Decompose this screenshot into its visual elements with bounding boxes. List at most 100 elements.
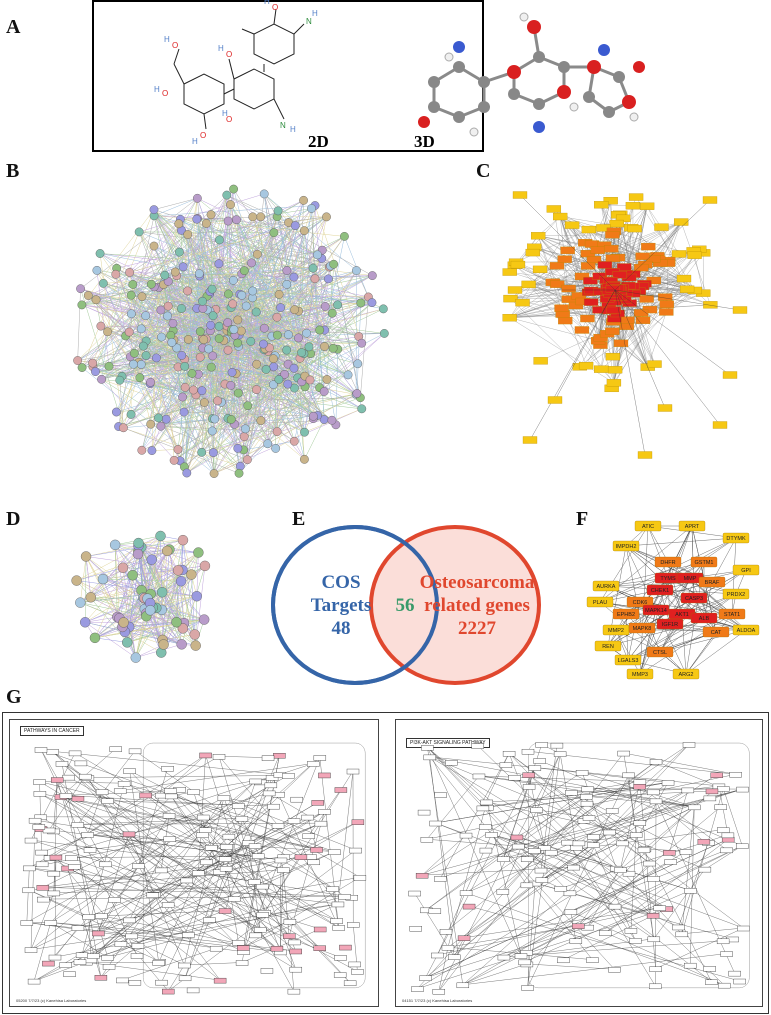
kegg-gene-box xyxy=(633,820,647,826)
network-node xyxy=(129,348,139,358)
network-node xyxy=(126,290,136,300)
network-node xyxy=(289,363,299,373)
network-node xyxy=(177,351,187,360)
kegg-gene-box xyxy=(672,924,685,931)
molecule-2d-structure: O H O H N H N H O H O H O H O H xyxy=(154,0,318,146)
kegg-gene-box xyxy=(102,964,116,970)
network-node xyxy=(88,358,98,368)
kegg-right-title: PI3K-AKT SIGNALING PATHWAY xyxy=(406,738,490,748)
svg-text:CASP3: CASP3 xyxy=(685,596,703,602)
kegg-gene-box xyxy=(521,985,534,991)
kegg-gene-box xyxy=(59,962,72,968)
kegg-gene-box xyxy=(82,914,95,920)
svg-text:N: N xyxy=(306,17,312,26)
kegg-gene-box xyxy=(63,971,76,977)
network-node xyxy=(118,617,129,628)
kegg-gene-box xyxy=(254,927,267,933)
kegg-left-footer: 05200 7/7/23 (c) Kanehisa Laboratories xyxy=(16,998,87,1003)
kegg-gene-box xyxy=(232,940,245,946)
network-node xyxy=(302,328,311,338)
network-node xyxy=(163,301,173,311)
kegg-gene-box xyxy=(235,960,249,966)
kegg-gene-box xyxy=(310,847,323,853)
network-node xyxy=(109,539,121,551)
kegg-gene-box xyxy=(289,948,302,955)
network-node xyxy=(207,426,217,436)
kegg-gene-box xyxy=(580,794,593,800)
network-node xyxy=(352,389,362,398)
network-node xyxy=(214,259,224,269)
kegg-gene-box xyxy=(419,975,432,981)
kegg-gene-box xyxy=(161,902,175,908)
network-node xyxy=(251,307,261,317)
kegg-gene-box xyxy=(421,745,434,751)
network-node xyxy=(283,379,293,389)
kegg-gene-box xyxy=(508,774,521,781)
svg-text:H: H xyxy=(218,44,224,53)
svg-text:ATIC: ATIC xyxy=(642,524,654,530)
network-node xyxy=(261,364,271,374)
hub-gene-node: MAPK14 xyxy=(642,604,670,616)
network-node xyxy=(229,184,239,194)
network-node xyxy=(553,212,568,221)
kegg-gene-box xyxy=(314,820,328,827)
network-node xyxy=(136,360,146,369)
kegg-gene-box xyxy=(721,832,735,839)
kegg-gene-box xyxy=(122,831,136,838)
network-node xyxy=(206,210,216,220)
svg-text:GSTM1: GSTM1 xyxy=(695,560,714,566)
kegg-gene-box xyxy=(608,967,621,973)
network-node xyxy=(178,392,187,402)
network-node xyxy=(590,246,605,254)
network-node xyxy=(503,294,518,303)
kegg-gene-box xyxy=(222,833,236,840)
network-node xyxy=(557,255,572,263)
kegg-gene-box xyxy=(332,925,345,931)
kegg-gene-box xyxy=(431,952,444,959)
kegg-gene-box xyxy=(302,833,315,839)
network-node xyxy=(183,230,193,239)
network-node xyxy=(89,632,101,644)
kegg-map-pathways-in-cancer: PATHWAYS IN CANCER 05200 7/7/23 (c) Kane… xyxy=(9,719,379,1007)
network-node xyxy=(273,206,283,216)
svg-text:APRT: APRT xyxy=(685,524,700,530)
network-node xyxy=(549,262,565,270)
network-node xyxy=(320,302,330,311)
network-node xyxy=(584,240,600,248)
network-node xyxy=(510,260,526,269)
network-node xyxy=(146,554,157,565)
network-node xyxy=(233,315,243,325)
network-node xyxy=(561,284,576,293)
network-node xyxy=(183,286,193,296)
svg-text:AURKA: AURKA xyxy=(597,584,616,590)
network-node xyxy=(578,362,594,370)
molecule-3d-structure xyxy=(418,12,645,137)
kegg-gene-box xyxy=(622,772,635,779)
kegg-gene-box xyxy=(212,754,226,760)
kegg-gene-box xyxy=(132,863,145,869)
kegg-gene-box xyxy=(339,944,352,951)
kegg-gene-box xyxy=(649,759,663,765)
network-node xyxy=(533,357,548,365)
network-node xyxy=(179,407,189,417)
network-node xyxy=(95,249,105,258)
kegg-gene-box xyxy=(563,890,577,897)
network-node xyxy=(356,298,366,308)
kegg-gene-box xyxy=(434,876,447,882)
kegg-gene-box xyxy=(161,766,174,772)
kegg-gene-box xyxy=(528,848,541,854)
network-node xyxy=(574,272,590,281)
kegg-gene-box xyxy=(47,890,61,897)
network-node xyxy=(160,270,170,280)
network-node xyxy=(271,444,281,453)
hub-gene-node: REN xyxy=(594,640,622,652)
kegg-gene-box xyxy=(334,787,348,793)
kegg-gene-box xyxy=(227,896,241,902)
network-node xyxy=(223,216,233,226)
venn-right-circle xyxy=(369,525,541,685)
network-node xyxy=(605,327,620,335)
kegg-gene-box xyxy=(311,800,324,806)
kegg-gene-box xyxy=(248,843,262,849)
svg-text:H: H xyxy=(222,109,228,118)
kegg-gene-box xyxy=(155,979,168,986)
